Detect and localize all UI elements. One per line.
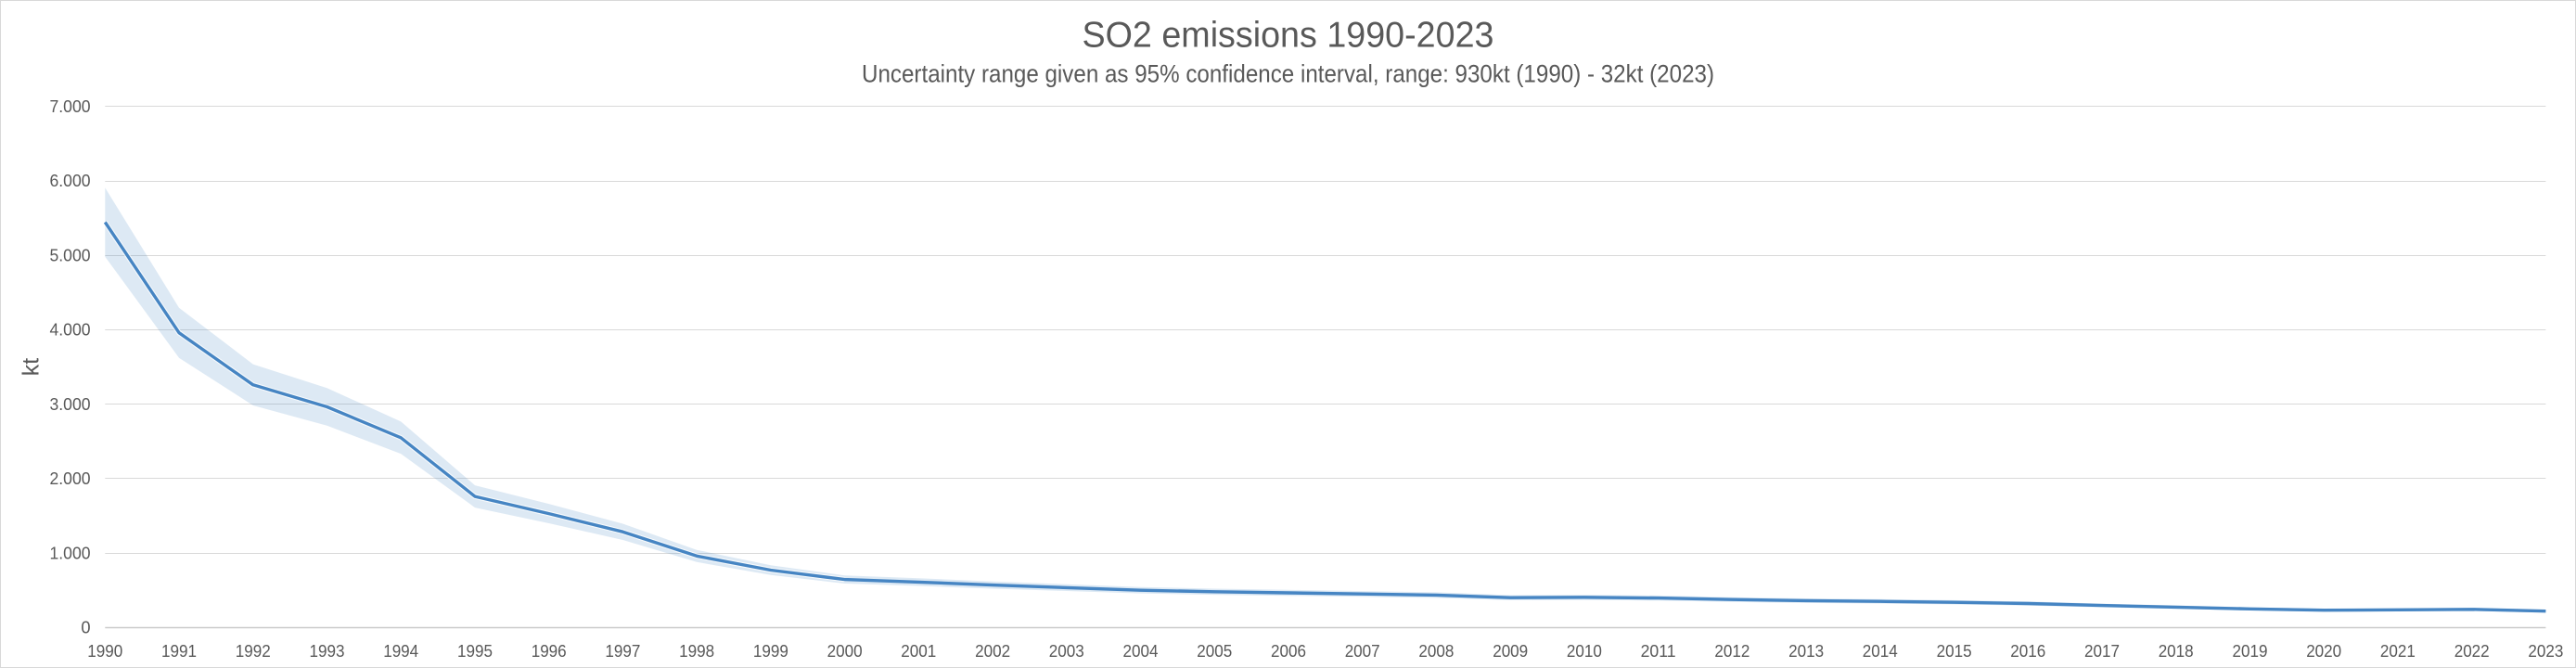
- svg-text:2008: 2008: [1418, 641, 1454, 661]
- svg-text:2.000: 2.000: [50, 469, 91, 488]
- svg-text:SO2 emissions 1990-2023: SO2 emissions 1990-2023: [1083, 16, 1494, 56]
- svg-text:5.000: 5.000: [50, 245, 91, 264]
- svg-text:2022: 2022: [2454, 641, 2490, 661]
- svg-text:4.000: 4.000: [50, 320, 91, 340]
- svg-text:1998: 1998: [679, 641, 714, 661]
- svg-text:2001: 2001: [901, 641, 936, 661]
- svg-text:2014: 2014: [1863, 641, 1898, 661]
- svg-text:2006: 2006: [1271, 641, 1306, 661]
- svg-text:2021: 2021: [2380, 641, 2416, 661]
- svg-text:1994: 1994: [383, 641, 418, 661]
- svg-text:2016: 2016: [2010, 641, 2045, 661]
- svg-text:2023: 2023: [2528, 641, 2563, 661]
- svg-text:0: 0: [81, 618, 90, 637]
- svg-text:2007: 2007: [1345, 641, 1380, 661]
- svg-text:Uncertainty range given as 95%: Uncertainty range given as 95% confidenc…: [862, 60, 1714, 88]
- svg-text:2009: 2009: [1493, 641, 1528, 661]
- svg-text:2002: 2002: [975, 641, 1010, 661]
- svg-text:2010: 2010: [1567, 641, 1602, 661]
- svg-text:2011: 2011: [1641, 641, 1676, 661]
- svg-text:2020: 2020: [2306, 641, 2341, 661]
- svg-text:1.000: 1.000: [50, 543, 91, 562]
- svg-text:2017: 2017: [2084, 641, 2120, 661]
- svg-text:1995: 1995: [457, 641, 493, 661]
- svg-text:2005: 2005: [1197, 641, 1232, 661]
- svg-text:1992: 1992: [236, 641, 271, 661]
- svg-text:1996: 1996: [532, 641, 567, 661]
- svg-text:2019: 2019: [2233, 641, 2268, 661]
- svg-text:6.000: 6.000: [50, 171, 91, 190]
- svg-text:1999: 1999: [753, 641, 788, 661]
- svg-text:1993: 1993: [310, 641, 345, 661]
- svg-text:7.000: 7.000: [50, 96, 91, 116]
- svg-text:2013: 2013: [1788, 641, 1824, 661]
- svg-text:2000: 2000: [827, 641, 863, 661]
- svg-text:2018: 2018: [2159, 641, 2194, 661]
- svg-text:3.000: 3.000: [50, 394, 91, 414]
- svg-text:2012: 2012: [1714, 641, 1749, 661]
- svg-text:2015: 2015: [1937, 641, 1972, 661]
- svg-text:1991: 1991: [161, 641, 197, 661]
- svg-text:1997: 1997: [605, 641, 640, 661]
- svg-text:2004: 2004: [1123, 641, 1159, 661]
- svg-text:kt: kt: [19, 358, 45, 377]
- svg-text:2003: 2003: [1049, 641, 1084, 661]
- svg-text:1990: 1990: [87, 641, 122, 661]
